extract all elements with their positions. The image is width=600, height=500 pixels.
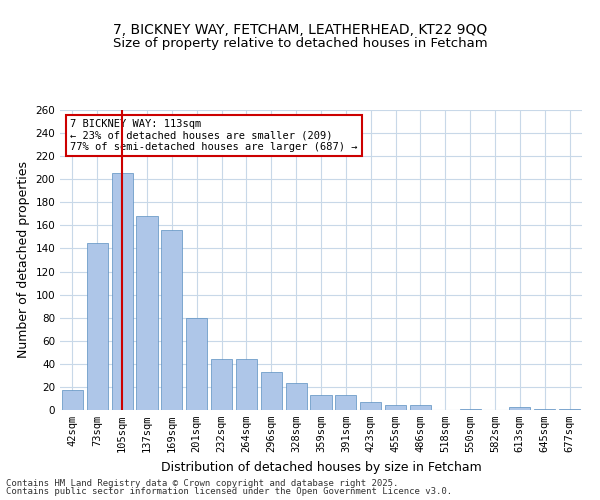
Bar bbox=[509, 406, 530, 410]
Text: Contains HM Land Registry data © Crown copyright and database right 2025.: Contains HM Land Registry data © Crown c… bbox=[6, 478, 398, 488]
Bar bbox=[186, 318, 207, 410]
Text: 7 BICKNEY WAY: 113sqm
← 23% of detached houses are smaller (209)
77% of semi-det: 7 BICKNEY WAY: 113sqm ← 23% of detached … bbox=[70, 119, 358, 152]
Bar bbox=[310, 395, 332, 410]
Bar bbox=[286, 384, 307, 410]
Bar bbox=[385, 406, 406, 410]
Bar bbox=[112, 174, 133, 410]
X-axis label: Distribution of detached houses by size in Fetcham: Distribution of detached houses by size … bbox=[161, 460, 481, 473]
Bar bbox=[236, 359, 257, 410]
Bar bbox=[161, 230, 182, 410]
Bar bbox=[534, 409, 555, 410]
Bar bbox=[460, 409, 481, 410]
Bar bbox=[62, 390, 83, 410]
Bar bbox=[559, 409, 580, 410]
Bar bbox=[211, 359, 232, 410]
Text: Size of property relative to detached houses in Fetcham: Size of property relative to detached ho… bbox=[113, 38, 487, 51]
Text: 7, BICKNEY WAY, FETCHAM, LEATHERHEAD, KT22 9QQ: 7, BICKNEY WAY, FETCHAM, LEATHERHEAD, KT… bbox=[113, 22, 487, 36]
Bar bbox=[335, 395, 356, 410]
Bar bbox=[410, 406, 431, 410]
Bar bbox=[360, 402, 381, 410]
Bar bbox=[261, 372, 282, 410]
Bar bbox=[136, 216, 158, 410]
Y-axis label: Number of detached properties: Number of detached properties bbox=[17, 162, 30, 358]
Text: Contains public sector information licensed under the Open Government Licence v3: Contains public sector information licen… bbox=[6, 487, 452, 496]
Bar bbox=[87, 242, 108, 410]
